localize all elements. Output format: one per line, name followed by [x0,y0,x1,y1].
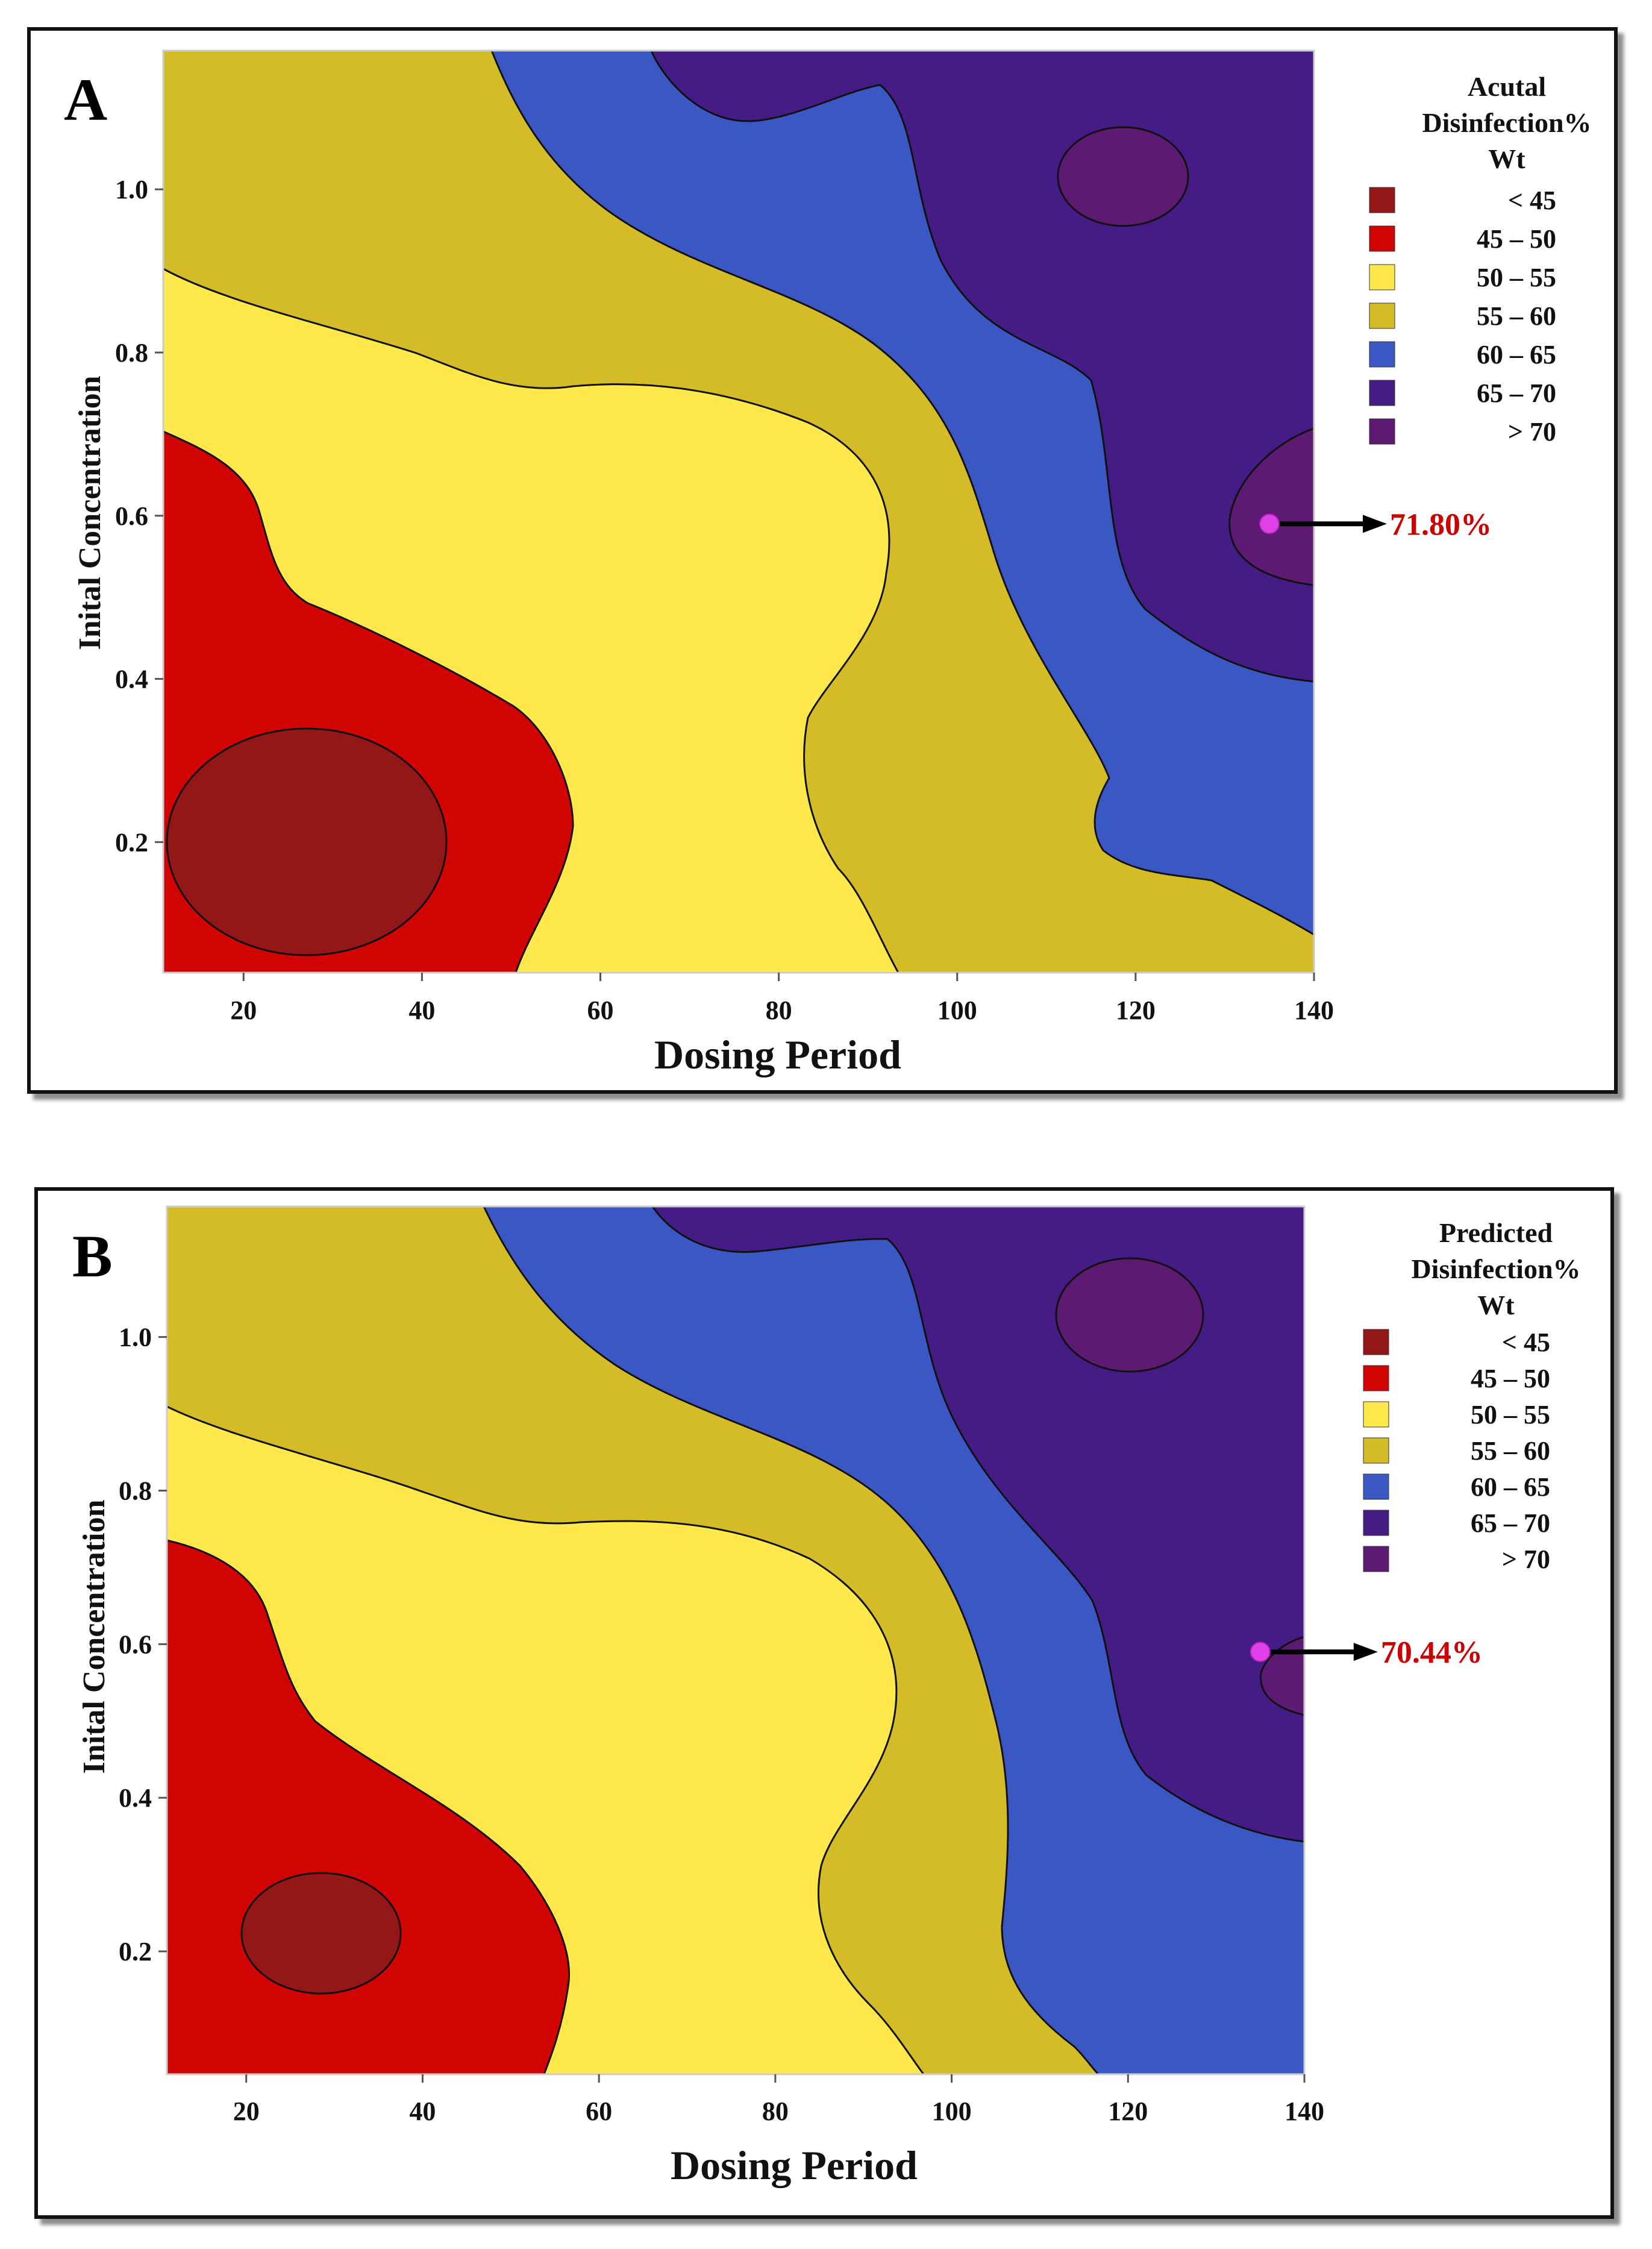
x-tick-label: 20 [230,996,257,1025]
panel-label-a: A [64,66,107,133]
highlight-value-label: 70.44% [1381,1636,1483,1670]
legend-swatch [1369,225,1395,252]
y-tick-label: 0.8 [119,1476,152,1506]
y-tick-label: 1.0 [115,175,148,204]
y-tick-label: 0.8 [115,338,148,368]
y-tick-label: 1.0 [119,1323,152,1352]
highlight-a: 71.80% [1259,507,1492,542]
x-tick-label: 140 [1284,2097,1324,2126]
region-lt45 [166,727,448,956]
y-tick-label: 0.2 [115,827,148,857]
contour-plot-b: 20 40 60 80 100 120 140 0.2 0.4 0.6 0.8 1.0 B Dosin… [72,1205,1581,2188]
legend-label: 45 – 50 [1477,224,1556,254]
legend-label: 60 – 65 [1477,340,1556,369]
region-lt45 [240,1872,402,1995]
y-axis-title-b: Inital Concentration [77,1499,111,1774]
legend-title-line1: Acutal [1468,71,1546,102]
contour-fills-a [163,51,1314,973]
x-axis-title-b: Dosing Period [671,2142,918,2188]
region-gt70-right [1228,427,1314,586]
x-tick-label: 40 [408,996,435,1025]
axes-b: 20 40 60 80 100 120 140 0.2 0.4 0.6 0.8 1.0 [119,1323,1324,2126]
legend-label: < 45 [1502,1328,1550,1357]
x-tick-label: 20 [233,2097,260,2126]
legend-title-line3: Wt [1477,1290,1515,1320]
legend-title-line2: Disinfection% [1422,107,1591,138]
legend-swatch [1363,1401,1389,1428]
legend-a: Acutal Disinfection% Wt < 45 45 – 50 50 – … [1369,71,1592,447]
axes-a: 20 40 60 80 100 120 140 0.2 0.4 0.6 0.8 1.0 [115,175,1334,1025]
legend-swatch [1363,1437,1389,1464]
legend-swatch [1363,1329,1389,1355]
chart-panel-b: 20 40 60 80 100 120 140 0.2 0.4 0.6 0.8 1.0 B Dosin… [34,1187,1614,2219]
x-tick-label: 60 [586,2097,612,2126]
plot-area-border-a [162,49,1315,974]
x-tick-label: 120 [1116,996,1156,1025]
y-axis-title-a: Inital Concentration [73,375,107,650]
x-tick-label: 120 [1108,2097,1148,2126]
legend-title-line2: Disinfection% [1411,1253,1580,1284]
legend-title-line3: Wt [1488,143,1525,174]
highlight-point [1259,513,1280,535]
legend-swatch [1369,380,1395,406]
y-tick-label: 0.4 [119,1783,152,1813]
x-tick-label: 100 [937,996,977,1025]
legend-swatch [1369,418,1395,445]
legend-swatch [1369,341,1395,368]
legend-label: > 70 [1502,1545,1550,1574]
region-gt70-right [1260,1636,1304,1716]
legend-swatch [1363,1365,1389,1391]
legend-swatch [1363,1473,1389,1500]
plot-area-border-b [166,1205,1306,2075]
x-tick-label: 80 [766,996,792,1025]
y-tick-label: 0.2 [119,1937,152,1966]
legend-label: < 45 [1508,186,1556,215]
y-tick-label: 0.6 [119,1630,152,1659]
region-gt70-upper [1057,126,1189,227]
x-tick-label: 140 [1294,996,1334,1025]
x-tick-label: 80 [762,2097,789,2126]
highlight-b: 70.44% [1250,1636,1483,1670]
legend-label: 45 – 50 [1471,1364,1550,1393]
highlight-value-label: 71.80% [1390,507,1492,542]
x-tick-label: 40 [409,2097,436,2126]
x-axis-title-a: Dosing Period [654,1032,901,1077]
y-tick-label: 0.4 [115,665,148,694]
contour-fills-b [167,1206,1304,2074]
legend-label: 55 – 60 [1477,301,1556,331]
legend-label: 55 – 60 [1471,1436,1550,1466]
legend-label: > 70 [1508,417,1556,447]
chart-panel-a: 20 40 60 80 100 120 140 0.2 0.4 0.6 0.8 1.0 A Dosin… [27,27,1618,1094]
y-tick-label: 0.6 [115,501,148,531]
legend-label: 50 – 55 [1471,1400,1550,1429]
region-gt70-upper [1055,1257,1204,1373]
legend-swatch [1369,264,1395,290]
legend-label: 50 – 55 [1477,263,1556,292]
legend-label: 65 – 70 [1471,1508,1550,1538]
legend-b: Predicted Disinfection% Wt < 45 45 – 50 50… [1363,1217,1581,1574]
legend-label: 60 – 65 [1471,1472,1550,1502]
legend-swatch [1369,187,1395,213]
x-tick-label: 100 [932,2097,972,2126]
legend-swatch [1363,1546,1389,1572]
contour-plot-a: 20 40 60 80 100 120 140 0.2 0.4 0.6 0.8 1.0 A Dosin… [64,49,1592,1077]
legend-label: 65 – 70 [1477,378,1556,408]
legend-title-line1: Predicted [1439,1217,1553,1248]
highlight-point [1250,1642,1271,1663]
x-tick-label: 60 [587,996,614,1025]
highlight-arrow-head [1362,515,1387,533]
legend-swatch [1363,1510,1389,1536]
highlight-arrow-head [1353,1643,1378,1661]
legend-swatch [1369,303,1395,329]
panel-label-b: B [72,1223,113,1290]
